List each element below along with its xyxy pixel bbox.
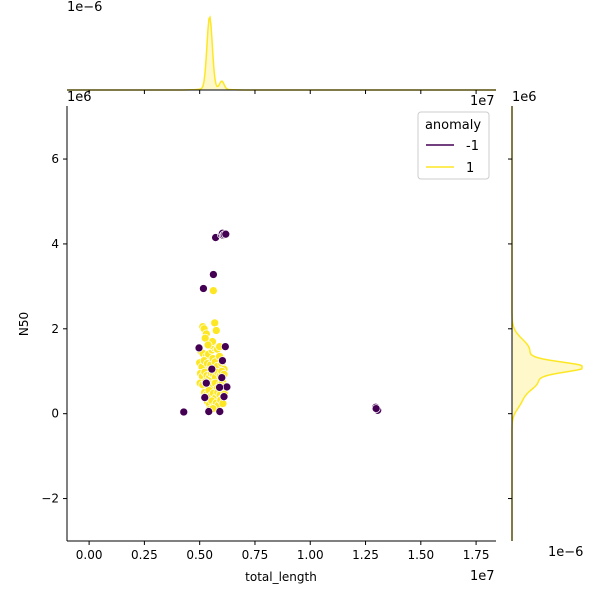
x-tick-label: 1.75 <box>463 548 490 562</box>
right-kde-line <box>511 106 583 541</box>
x-tick-label: 1.50 <box>407 548 434 562</box>
anomaly-point <box>204 407 214 416</box>
main-axes: 0.00 0.25 0.50 0.75 1.00 1.25 1.50 1.75 −20246 … <box>17 90 537 584</box>
legend-title: anomaly <box>425 118 481 133</box>
legend-label-neg: -1 <box>466 139 479 154</box>
normal-point <box>211 326 221 335</box>
x-axis-ticks: 0.00 0.25 0.50 0.75 1.00 1.25 1.50 1.75 <box>76 541 490 562</box>
anomaly-point <box>371 404 381 413</box>
y-tick-label: −2 <box>41 492 59 506</box>
x-tick-label: 0.25 <box>131 548 158 562</box>
y-axis-ticks: −2 0 2 4 6 <box>41 152 67 506</box>
x-tick-label: 0.50 <box>186 548 213 562</box>
y-offset-label: 1e6 <box>67 90 92 105</box>
right-marginal-offset-label: 1e−6 <box>548 545 583 560</box>
legend-label-normal: 1 <box>466 161 474 176</box>
anomaly-point <box>200 393 210 402</box>
x-tick-label: 0.00 <box>76 548 103 562</box>
anomaly-point <box>220 342 230 351</box>
anomaly-point <box>209 270 218 279</box>
y-tick-label: 0 <box>51 407 59 421</box>
legend: anomaly -1 1 <box>417 111 490 180</box>
anomaly-point <box>218 356 227 365</box>
anomaly-point <box>221 229 231 239</box>
y-tick-label: 4 <box>51 237 59 251</box>
y-offset-label-right: 1e6 <box>512 90 537 105</box>
normal-point <box>203 340 213 350</box>
anomaly-point <box>215 383 224 392</box>
top-kde-fill <box>67 17 496 90</box>
top-marginal-offset-label: 1e−6 <box>67 0 102 15</box>
normal-point <box>210 318 220 328</box>
anomaly-point <box>201 378 211 388</box>
anomaly-point <box>219 392 229 402</box>
y-axis-label: N50 <box>17 312 31 336</box>
anomaly-point <box>199 284 208 293</box>
right-marginal: 1e−6 <box>508 106 583 560</box>
x-axis-label: total_length <box>245 570 317 584</box>
x-tick-label: 0.75 <box>242 548 269 562</box>
y-tick-label: 2 <box>51 322 59 336</box>
scatter-points <box>179 228 383 417</box>
anomaly-point <box>179 407 189 417</box>
x-tick-label: 1.00 <box>297 548 324 562</box>
normal-point <box>209 286 218 295</box>
top-kde-line <box>67 15 496 91</box>
x-tick-label: 1.25 <box>352 548 379 562</box>
top-marginal-ticks <box>88 90 477 94</box>
anomaly-point <box>217 373 227 382</box>
anomaly-point <box>222 382 232 392</box>
right-marginal-ticks <box>508 158 512 500</box>
right-kde-fill <box>512 106 582 541</box>
x-offset-label-top: 1e7 <box>470 94 495 109</box>
top-marginal: 1e−6 <box>67 0 496 94</box>
y-tick-label: 6 <box>51 152 59 166</box>
anomaly-point <box>207 364 217 374</box>
x-offset-label: 1e7 <box>470 569 495 584</box>
anomaly-point <box>215 407 225 416</box>
anomaly-point <box>194 343 204 353</box>
